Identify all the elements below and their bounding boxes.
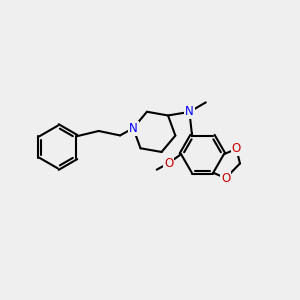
Text: O: O [164, 157, 173, 169]
Text: O: O [232, 142, 241, 155]
Text: N: N [185, 105, 194, 119]
Text: O: O [221, 172, 230, 184]
Text: N: N [129, 122, 138, 135]
